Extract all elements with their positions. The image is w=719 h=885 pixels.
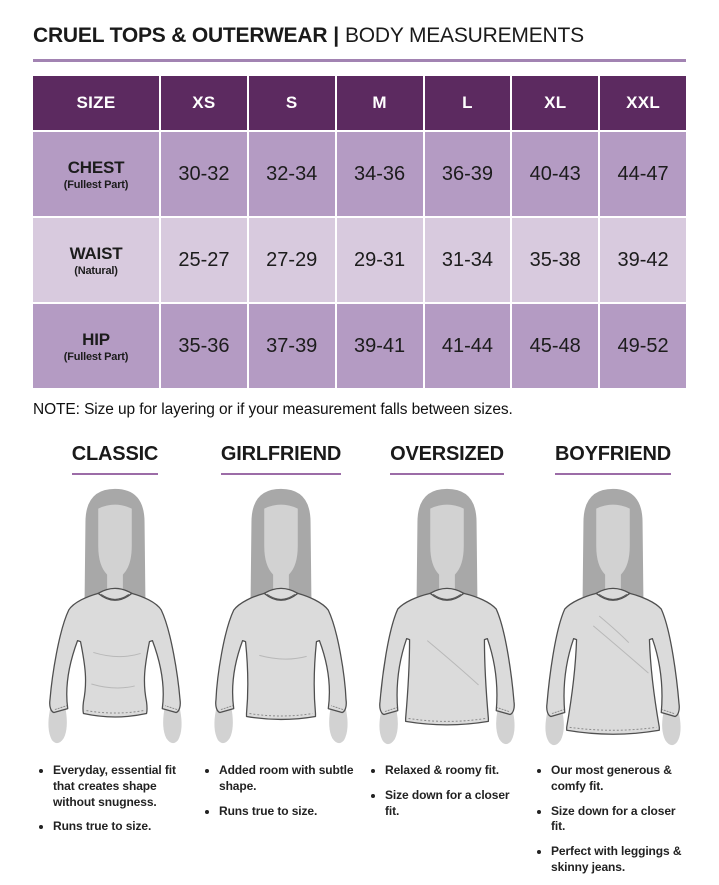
measurement-cell: 27-29 bbox=[248, 218, 335, 302]
fit-title-oversized: OVERSIZED bbox=[390, 443, 504, 475]
fit-bullets-classic: Everyday, essential fit that creates sha… bbox=[35, 763, 195, 835]
fit-bullets-girlfriend: Added room with subtle shape. Runs true … bbox=[201, 763, 361, 819]
size-chart-table: SIZE XS S M L XL XXL CHEST (Fullest Part… bbox=[33, 76, 686, 388]
column-header-s: S bbox=[248, 76, 335, 130]
measurement-cell: 35-36 bbox=[161, 304, 247, 388]
subtitle: BODY MEASUREMENTS bbox=[344, 24, 584, 47]
fit-title-classic: CLASSIC bbox=[71, 443, 158, 475]
column-header-xl: XL bbox=[512, 76, 599, 130]
fit-column-boyfriend: BOYFRIEND Our most generous & comfy fit. bbox=[533, 443, 693, 885]
table-row-waist: WAIST (Natural) 25-27 27-29 29-31 31-34 … bbox=[33, 218, 686, 302]
fit-bullet: Size down for a closer fit. bbox=[385, 788, 527, 820]
sizing-note: NOTE: Size up for layering or if your me… bbox=[33, 401, 513, 418]
row-label-chest: CHEST (Fullest Part) bbox=[33, 132, 159, 216]
girlfriend-fit-figure bbox=[201, 483, 361, 749]
row-label-hip: HIP (Fullest Part) bbox=[33, 304, 159, 388]
title-divider bbox=[33, 59, 686, 62]
brand-title: CRUEL TOPS & OUTERWEAR bbox=[33, 24, 328, 47]
oversized-fit-figure bbox=[367, 483, 527, 749]
fit-bullets-boyfriend: Our most generous & comfy fit. Size down… bbox=[533, 763, 693, 876]
measurement-cell: 39-41 bbox=[336, 304, 423, 388]
measurement-cell: 39-42 bbox=[600, 218, 686, 302]
fit-bullet: Runs true to size. bbox=[53, 819, 195, 835]
column-header-l: L bbox=[424, 76, 511, 130]
fit-comparison-section: CLASSIC Everyday, essential fit that cre… bbox=[33, 443, 686, 885]
measurement-cell: 41-44 bbox=[424, 304, 511, 388]
measurement-cell: 32-34 bbox=[248, 132, 335, 216]
column-header-size: SIZE bbox=[33, 76, 159, 130]
fit-bullet: Size down for a closer fit. bbox=[551, 804, 693, 836]
column-header-xxl: XXL bbox=[600, 76, 686, 130]
fit-column-oversized: OVERSIZED Relaxed & roomy fit. Size bbox=[367, 443, 527, 885]
fit-bullet: Added room with subtle shape. bbox=[219, 763, 361, 795]
table-row-chest: CHEST (Fullest Part) 30-32 32-34 34-36 3… bbox=[33, 132, 686, 216]
measurement-cell: 49-52 bbox=[600, 304, 686, 388]
measurement-cell: 30-32 bbox=[161, 132, 247, 216]
title-separator: | bbox=[333, 24, 339, 47]
measurement-cell: 31-34 bbox=[424, 218, 511, 302]
measurement-cell: 44-47 bbox=[600, 132, 686, 216]
page-title: CRUEL TOPS & OUTERWEAR | BODY MEASUREMENTS bbox=[33, 24, 686, 48]
measurement-cell: 36-39 bbox=[424, 132, 511, 216]
fit-column-girlfriend: GIRLFRIEND Added room with subtle shape. bbox=[201, 443, 361, 885]
measurement-cell: 35-38 bbox=[512, 218, 599, 302]
column-header-m: M bbox=[336, 76, 423, 130]
measurement-cell: 45-48 bbox=[512, 304, 599, 388]
fit-bullets-oversized: Relaxed & roomy fit. Size down for a clo… bbox=[367, 763, 527, 819]
measurement-cell: 29-31 bbox=[336, 218, 423, 302]
fit-title-boyfriend: BOYFRIEND bbox=[555, 443, 671, 475]
measurement-cell: 34-36 bbox=[336, 132, 423, 216]
fit-title-girlfriend: GIRLFRIEND bbox=[220, 443, 341, 475]
fit-bullet: Perfect with leggings & skinny jeans. bbox=[551, 844, 693, 876]
row-label-waist: WAIST (Natural) bbox=[33, 218, 159, 302]
fit-bullet: Everyday, essential fit that creates sha… bbox=[53, 763, 195, 810]
table-row-hip: HIP (Fullest Part) 35-36 37-39 39-41 41-… bbox=[33, 304, 686, 388]
fit-bullet: Relaxed & roomy fit. bbox=[385, 763, 527, 779]
fit-bullet: Our most generous & comfy fit. bbox=[551, 763, 693, 795]
fit-column-classic: CLASSIC Everyday, essential fit that cre… bbox=[35, 443, 195, 885]
classic-fit-figure bbox=[35, 483, 195, 749]
fit-bullet: Runs true to size. bbox=[219, 804, 361, 820]
measurement-cell: 25-27 bbox=[161, 218, 247, 302]
column-header-xs: XS bbox=[161, 76, 247, 130]
measurement-cell: 40-43 bbox=[512, 132, 599, 216]
measurement-cell: 37-39 bbox=[248, 304, 335, 388]
table-header-row: SIZE XS S M L XL XXL bbox=[33, 76, 686, 130]
boyfriend-fit-figure bbox=[533, 483, 693, 749]
